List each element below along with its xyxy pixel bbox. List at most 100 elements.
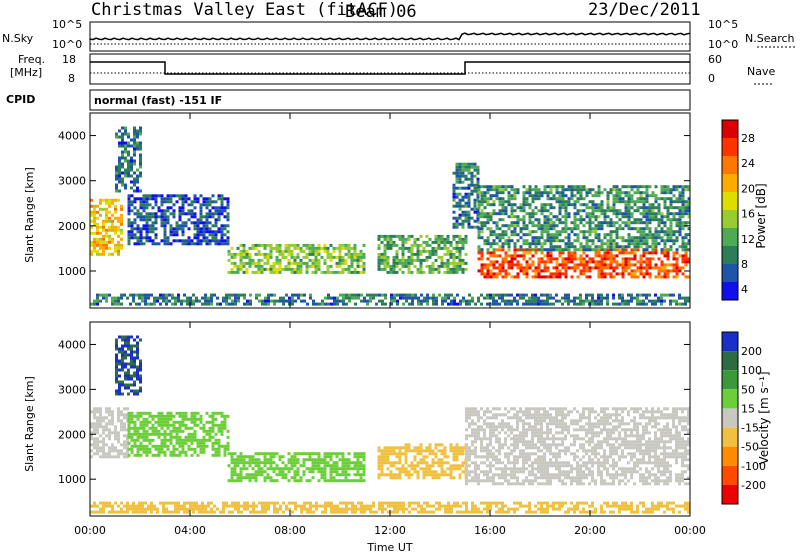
power-cell-7: [588, 230, 592, 234]
power-cell-6: [504, 272, 508, 276]
power-cell-7: [495, 191, 499, 195]
power-cell-7: [564, 200, 568, 204]
velocity-cell-0: [108, 452, 111, 456]
velocity-cell-5: [501, 482, 504, 486]
velocity-cell-5: [492, 446, 495, 450]
power-cell-6: [654, 263, 658, 267]
velocity-cell-0: [90, 437, 93, 441]
power-cell-7: [636, 221, 640, 225]
velocity-cell-5: [468, 449, 471, 453]
power-cell-2: [175, 221, 179, 225]
power-cell-0: [102, 219, 105, 223]
power-cell-7: [543, 209, 547, 213]
power-cell-8: [501, 293, 504, 297]
power-cell-4: [419, 267, 423, 271]
velocity-cell-2: [139, 453, 143, 457]
power-cell-0: [102, 240, 105, 244]
velocity-cell-5: [519, 410, 522, 414]
power-cell-5: [473, 201, 477, 205]
velocity-cell-5: [546, 446, 549, 450]
power-cell-5: [473, 165, 477, 169]
power-cell-7: [567, 197, 571, 201]
power-cell-2: [220, 230, 224, 234]
power-cell-6: [576, 263, 580, 267]
velocity-cell-4: [413, 458, 417, 462]
velocity-cell-3: [359, 464, 363, 468]
power-cell-7: [642, 209, 646, 213]
power-cell-7: [576, 224, 580, 228]
power-cell-8: [348, 293, 351, 297]
velocity-cell-2: [193, 432, 197, 436]
velocity-cell-3: [356, 479, 360, 483]
velocity-cell-5: [492, 434, 495, 438]
power-cell-7: [552, 236, 556, 240]
power-cell-2: [184, 239, 188, 243]
velocity-cell-2: [217, 441, 221, 445]
power-cell-7: [684, 233, 688, 237]
power-cell-4: [434, 267, 438, 271]
power-cell-7: [555, 197, 559, 201]
power-cell-2: [187, 203, 191, 207]
power-cell-8: [336, 296, 339, 300]
velocity-cell-1: [130, 389, 133, 393]
velocity-cell-4: [437, 464, 441, 468]
velocity-cell-5: [486, 470, 489, 474]
power-cell-7: [594, 236, 598, 240]
power-cell-2: [205, 242, 209, 246]
power-cell-7: [522, 191, 526, 195]
power-cell-2: [193, 212, 197, 216]
power-cell-7: [666, 188, 670, 192]
velocity-cell-3: [353, 464, 357, 468]
velocity-cell-1: [136, 347, 139, 351]
power-cell-4: [431, 267, 435, 271]
power-cell-0: [102, 237, 105, 241]
power-cell-4: [410, 258, 414, 262]
velocity-cell-3: [323, 464, 327, 468]
power-cell-2: [196, 221, 200, 225]
power-cell-4: [422, 240, 426, 244]
power-cell-6: [528, 257, 532, 261]
power-cell-5: [473, 174, 477, 178]
velocity-cell-5: [483, 455, 486, 459]
power-cell-6: [609, 260, 613, 264]
velocity-cell-4: [377, 476, 381, 480]
velocity-cell-3: [248, 473, 252, 477]
power-cell-6: [516, 248, 520, 252]
power-cell-7: [495, 224, 499, 228]
power-cell-7: [561, 185, 565, 189]
power-cell-2: [193, 236, 197, 240]
power-cell-7: [501, 197, 505, 201]
power-cell-8: [585, 296, 588, 300]
velocity-cell-4: [455, 452, 459, 456]
velocity-cell-2: [139, 411, 143, 415]
power-cell-3: [230, 270, 234, 274]
power-cell-1: [127, 168, 130, 172]
velocity-cell-0: [93, 443, 96, 447]
power-cell-7: [630, 197, 634, 201]
power-cell-3: [335, 261, 339, 265]
velocity-cell-4: [464, 461, 468, 465]
velocity-cell-5: [522, 428, 525, 432]
power-cell-7: [513, 203, 517, 207]
velocity-cell-3: [239, 470, 243, 474]
velocity-cell-5: [498, 437, 501, 441]
power-cell-6: [654, 248, 658, 252]
velocity-cell-2: [223, 450, 227, 454]
power-cell-7: [582, 224, 586, 228]
power-cell-8: [540, 299, 543, 303]
velocity-cell-5: [519, 452, 522, 456]
velocity-cell-1: [127, 344, 130, 348]
velocity-cell-2: [166, 423, 170, 427]
velocity-cell-3: [329, 458, 333, 462]
power-cell-3: [344, 243, 348, 247]
velocity-cell-5: [507, 410, 510, 414]
power-cell-7: [564, 203, 568, 207]
power-cell-2: [181, 203, 185, 207]
power-cell-7: [489, 218, 493, 222]
power-cell-5: [455, 162, 459, 166]
power-cell-8: [354, 296, 357, 300]
power-cell-7: [633, 227, 637, 231]
power-cell-6: [543, 275, 547, 279]
velocity-cell-5: [510, 452, 513, 456]
power-cell-7: [675, 185, 679, 189]
